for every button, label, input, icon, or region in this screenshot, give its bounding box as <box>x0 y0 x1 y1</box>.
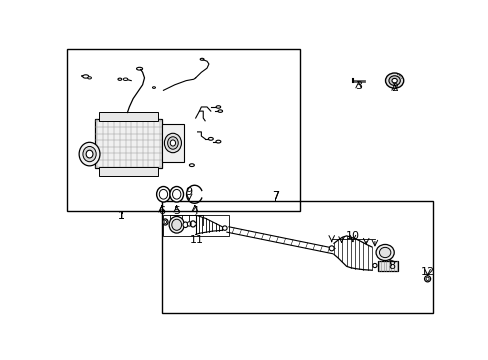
Text: 7: 7 <box>271 191 278 201</box>
Ellipse shape <box>87 77 91 79</box>
Ellipse shape <box>159 189 167 199</box>
Ellipse shape <box>164 133 181 153</box>
Bar <box>67 49 299 211</box>
Bar <box>161 123 184 162</box>
Text: 8: 8 <box>387 261 395 271</box>
Text: 3: 3 <box>354 81 362 91</box>
Ellipse shape <box>170 140 175 146</box>
Ellipse shape <box>171 219 181 230</box>
Bar <box>95 120 161 168</box>
Bar <box>161 201 432 314</box>
Ellipse shape <box>183 222 187 228</box>
Ellipse shape <box>328 246 333 251</box>
Ellipse shape <box>172 189 181 199</box>
Ellipse shape <box>218 110 222 112</box>
Bar <box>163 215 228 236</box>
Bar <box>99 112 158 121</box>
Text: 6: 6 <box>158 206 165 216</box>
Ellipse shape <box>216 106 220 108</box>
Ellipse shape <box>79 142 100 166</box>
Ellipse shape <box>169 186 183 202</box>
Ellipse shape <box>385 73 403 88</box>
Ellipse shape <box>424 276 430 282</box>
Text: 1: 1 <box>118 211 125 221</box>
Ellipse shape <box>83 147 96 162</box>
Text: 2: 2 <box>390 83 397 93</box>
Ellipse shape <box>156 186 170 202</box>
Ellipse shape <box>123 78 127 81</box>
Text: 10: 10 <box>345 231 359 241</box>
Text: 11: 11 <box>189 235 203 245</box>
Ellipse shape <box>425 277 428 280</box>
Bar <box>99 167 158 176</box>
Ellipse shape <box>216 140 221 143</box>
Ellipse shape <box>189 164 194 167</box>
Ellipse shape <box>372 264 376 267</box>
Text: 5: 5 <box>173 206 180 216</box>
Ellipse shape <box>163 220 166 224</box>
Text: 7: 7 <box>271 191 278 201</box>
Ellipse shape <box>86 150 93 158</box>
Ellipse shape <box>169 216 184 233</box>
Ellipse shape <box>388 76 400 85</box>
Ellipse shape <box>222 226 226 230</box>
Ellipse shape <box>208 138 213 140</box>
Ellipse shape <box>136 67 142 70</box>
Bar <box>377 261 398 271</box>
Ellipse shape <box>375 244 393 261</box>
Ellipse shape <box>379 247 390 258</box>
Text: 1: 1 <box>118 211 125 221</box>
Ellipse shape <box>152 87 155 89</box>
Ellipse shape <box>82 75 89 78</box>
Ellipse shape <box>200 58 203 60</box>
Ellipse shape <box>163 219 168 225</box>
Ellipse shape <box>167 137 178 149</box>
Ellipse shape <box>391 78 396 83</box>
Text: 12: 12 <box>420 267 434 277</box>
Ellipse shape <box>118 78 122 80</box>
Text: 9: 9 <box>185 186 192 197</box>
Text: 4: 4 <box>191 206 198 216</box>
Ellipse shape <box>187 222 191 226</box>
